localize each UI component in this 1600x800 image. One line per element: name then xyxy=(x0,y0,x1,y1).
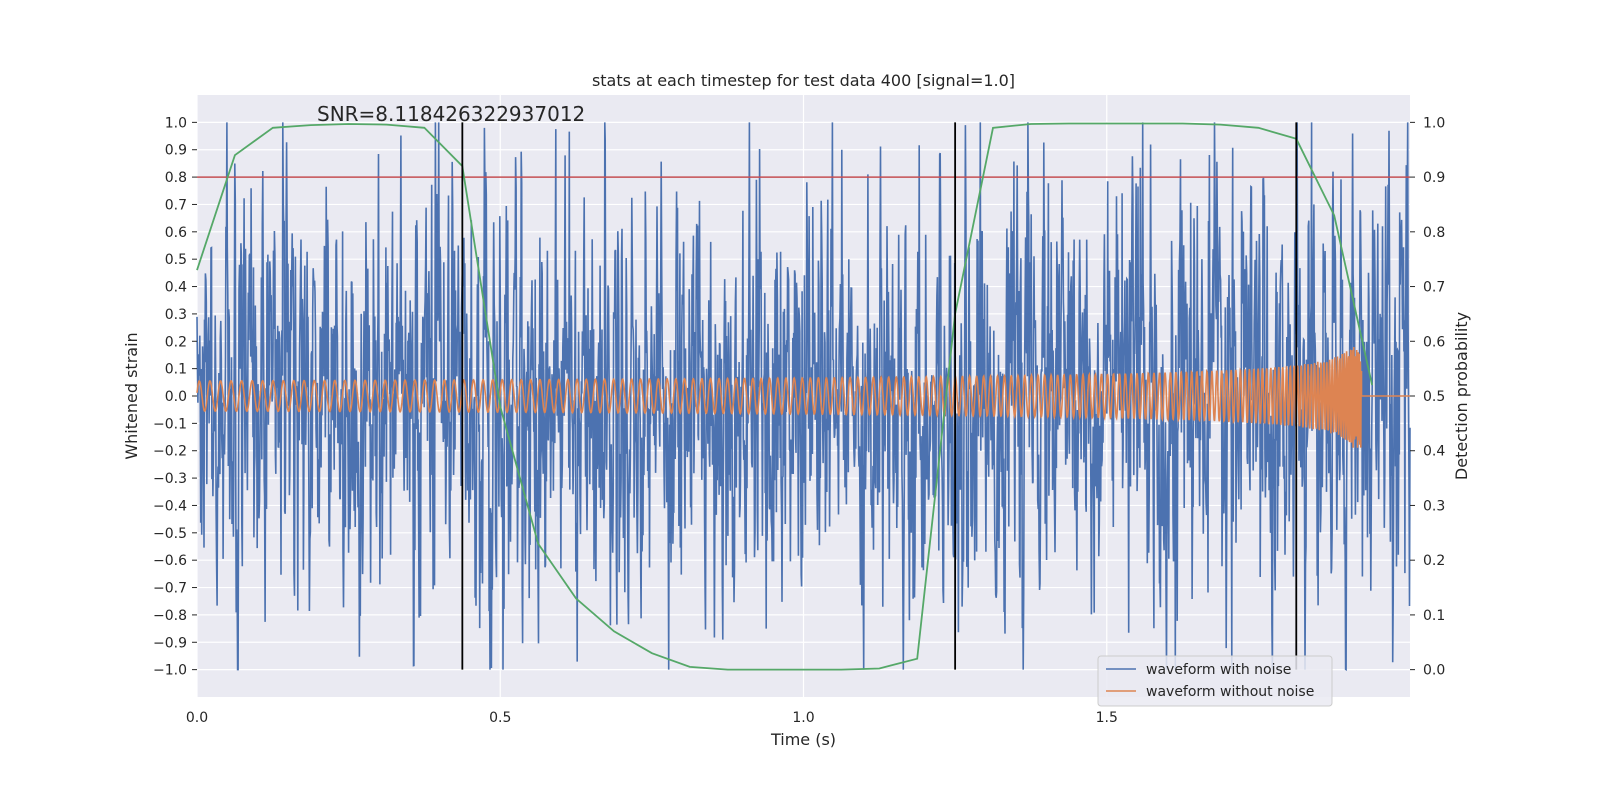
legend-box xyxy=(1097,655,1333,707)
y-tick-label: 0.8 xyxy=(165,170,187,186)
snr-annotation: SNR=8.118426322937012 xyxy=(317,102,585,126)
vertical-markers xyxy=(461,122,1298,670)
x-tick-label: 1.0 xyxy=(792,710,814,726)
y2-tick-label: 0.0 xyxy=(1423,663,1445,679)
y2-tick-label: 0.5 xyxy=(1423,389,1445,405)
y-tick-label: 0.0 xyxy=(165,389,187,405)
x-axis-label: Time (s) xyxy=(770,730,836,749)
y-tick-label: 0.2 xyxy=(165,334,187,350)
series-waveform-without-noise xyxy=(196,346,1410,448)
y-tick-label: −0.8 xyxy=(153,608,187,624)
y-tick-label: −1.0 xyxy=(153,663,187,679)
legend-entry-noise: waveform with noise xyxy=(1146,662,1291,678)
series-detection-probability xyxy=(196,122,1373,671)
y-tick-label: −0.3 xyxy=(153,471,187,487)
y2-tick-label: 0.6 xyxy=(1423,334,1445,350)
x-tick-label: 0.0 xyxy=(186,710,208,726)
y2-tick-label: 0.2 xyxy=(1423,553,1445,569)
y-tick-label: −0.7 xyxy=(153,581,187,597)
clean-line xyxy=(196,346,1410,448)
y2-tick-label: 0.9 xyxy=(1423,170,1445,186)
x-axis-ticks: 0.0 0.5 1.0 1.5 xyxy=(186,710,1118,726)
y2-tick-label: 0.4 xyxy=(1423,444,1445,460)
y2-tick-label: 1.0 xyxy=(1423,115,1445,131)
y-axis-label: Whitened strain xyxy=(122,332,141,459)
x-tick-label: 1.5 xyxy=(1096,710,1118,726)
y2-tick-label: 0.8 xyxy=(1423,225,1445,241)
y-tick-label: 1.0 xyxy=(165,115,187,131)
y-tick-label: 0.1 xyxy=(165,362,187,378)
y-tick-label: 0.5 xyxy=(165,252,187,268)
y-tick-label: −0.5 xyxy=(153,526,187,542)
y2-tick-label: 0.7 xyxy=(1423,280,1445,296)
y2-tick-label: 0.1 xyxy=(1423,608,1445,624)
y-tick-label: −0.2 xyxy=(153,444,187,460)
y-tick-label: 0.4 xyxy=(165,280,187,296)
legend-entry-clean: waveform without noise xyxy=(1146,684,1314,700)
y-tick-label: 0.6 xyxy=(165,225,187,241)
y2-axis-label: Detection probability xyxy=(1452,312,1471,480)
y-tick-label: −0.4 xyxy=(153,498,187,514)
y-tick-label: −0.9 xyxy=(153,635,187,651)
y-axis-ticks: −1.0 −0.9 −0.8 −0.7 −0.6 −0.5 −0.4 −0.3 −0.2 −0.1… xyxy=(153,115,197,679)
x-tick-label: 0.5 xyxy=(489,710,511,726)
y2-tick-label: 0.3 xyxy=(1423,498,1445,514)
legend: waveform with noise waveform without noi… xyxy=(1097,655,1333,707)
y-tick-label: −0.1 xyxy=(153,416,187,432)
y-tick-label: 0.3 xyxy=(165,307,187,323)
probability-line xyxy=(196,122,1373,671)
y2-axis-ticks: 0.0 0.1 0.2 0.3 0.4 0.5 0.6 0.7 0.8 0.9 1.0 xyxy=(1410,115,1445,679)
y-tick-label: 0.9 xyxy=(165,143,187,159)
chart-title: stats at each timestep for test data 400… xyxy=(592,71,1015,90)
y-tick-label: −0.6 xyxy=(153,553,187,569)
y-tick-label: 0.7 xyxy=(165,197,187,213)
